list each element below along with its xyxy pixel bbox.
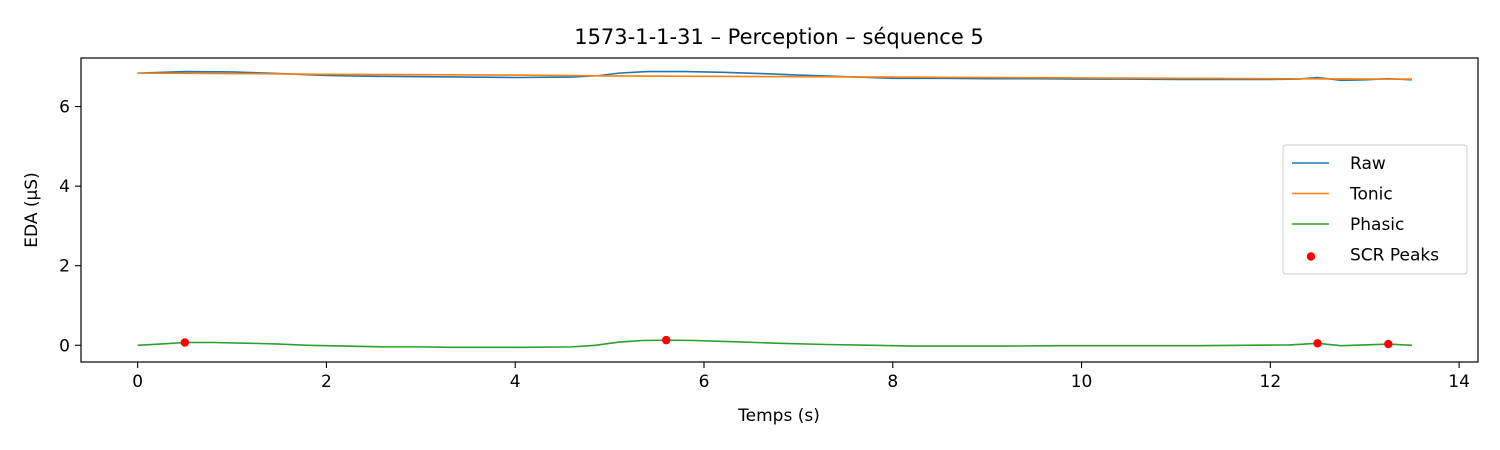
scr-peak-point	[1313, 339, 1321, 347]
legend-swatch-scr-peaks	[1307, 252, 1315, 260]
chart-title: 1573-1-1-31 – Perception – séquence 5	[574, 25, 984, 49]
y-axis-label: EDA (µS)	[22, 172, 42, 247]
x-tick-label: 2	[321, 372, 332, 392]
y-tick-label: 6	[59, 98, 70, 118]
plot-area	[138, 72, 1412, 349]
series-line-phasic	[138, 340, 1412, 347]
scr-peak-point	[662, 336, 670, 344]
legend-label: Tonic	[1349, 185, 1393, 205]
y-tick-label: 4	[59, 177, 70, 197]
legend-label: Phasic	[1350, 215, 1404, 235]
x-tick-label: 12	[1260, 372, 1282, 392]
x-tick-label: 6	[699, 372, 710, 392]
x-tick-label: 8	[887, 372, 898, 392]
legend: Raw Tonic Phasic SCR Peaks	[1283, 145, 1467, 274]
x-tick-label: 4	[510, 372, 521, 392]
scr-peak-point	[1384, 340, 1392, 348]
legend-label: Raw	[1350, 154, 1386, 174]
y-tick-label: 2	[59, 257, 70, 277]
legend-label: SCR Peaks	[1350, 246, 1439, 266]
plot-frame	[81, 58, 1478, 362]
x-tick-label: 10	[1071, 372, 1093, 392]
y-axis: 0 2 4 6	[59, 98, 81, 357]
x-axis: 0 2 4 6 8 10 12 14	[132, 362, 1470, 392]
scr-peak-point	[181, 338, 189, 346]
x-axis-label: Temps (s)	[737, 406, 820, 426]
x-tick-label: 0	[132, 372, 143, 392]
x-tick-label: 14	[1448, 372, 1470, 392]
y-tick-label: 0	[59, 336, 70, 356]
